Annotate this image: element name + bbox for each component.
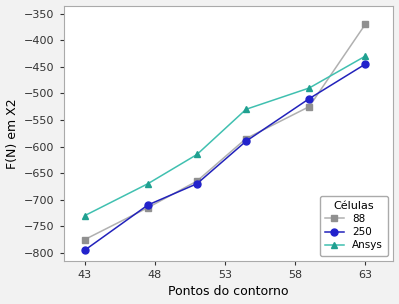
- 88: [244, 137, 249, 140]
- 250: [82, 248, 87, 252]
- 250: [146, 203, 150, 207]
- Line: 250: 250: [81, 60, 369, 254]
- Legend: 88, 250, Ansys: 88, 250, Ansys: [320, 196, 388, 256]
- Ansys: [195, 153, 200, 156]
- Ansys: [244, 107, 249, 111]
- 250: [195, 182, 200, 185]
- 88: [195, 179, 200, 183]
- Ansys: [363, 54, 368, 58]
- 250: [363, 62, 368, 66]
- Ansys: [307, 86, 312, 90]
- 88: [307, 105, 312, 109]
- 250: [307, 97, 312, 100]
- Ansys: [146, 182, 150, 185]
- Line: 88: 88: [81, 21, 369, 243]
- 88: [82, 238, 87, 241]
- 88: [363, 22, 368, 26]
- Y-axis label: F(N) em X2: F(N) em X2: [6, 98, 19, 168]
- Line: Ansys: Ansys: [81, 53, 369, 219]
- 88: [146, 206, 150, 209]
- 250: [244, 139, 249, 143]
- X-axis label: Pontos do contorno: Pontos do contorno: [168, 285, 289, 299]
- Ansys: [82, 214, 87, 217]
